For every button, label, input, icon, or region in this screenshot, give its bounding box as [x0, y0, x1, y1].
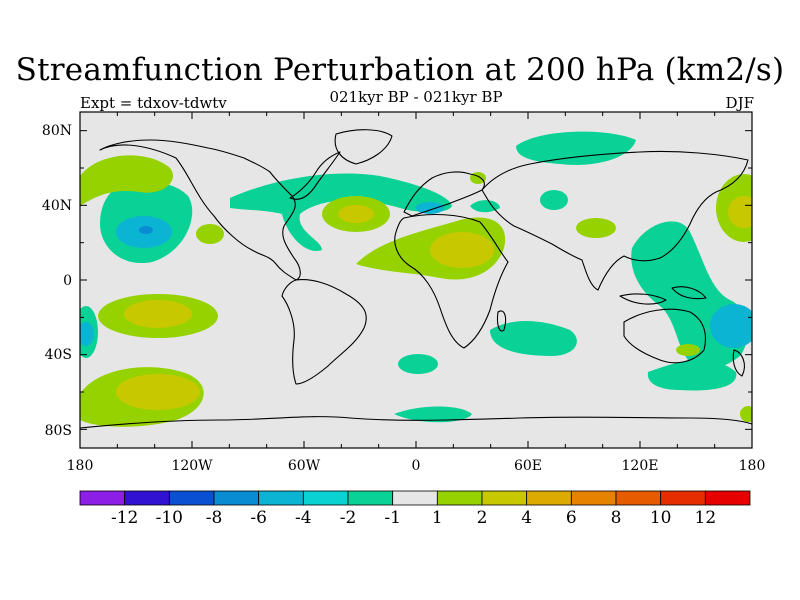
colorbar-swatch	[570, 490, 617, 506]
colorbar-swatch	[436, 490, 483, 506]
colorbar-label: 8	[610, 508, 622, 528]
colorbar-swatch	[258, 490, 304, 506]
coastlines	[80, 129, 752, 429]
colorbar-swatch	[615, 490, 662, 506]
colorbar-swatch	[79, 490, 126, 506]
colorbar-label: -8	[205, 508, 223, 528]
colorbar-label: -2	[339, 508, 357, 528]
lat-label-80n: 80N	[41, 123, 72, 139]
colorbar-label: -1	[384, 508, 401, 528]
lon-label-180w: 180	[66, 458, 94, 474]
lon-label-180e: 180	[738, 458, 766, 474]
colorbar-swatch	[392, 490, 438, 506]
colorbar-label: -4	[295, 508, 312, 528]
colorbar-label: 1	[431, 508, 443, 528]
colorbar-label: -10	[155, 508, 184, 528]
contour-siberia-neg	[516, 131, 636, 165]
coast-africa	[394, 214, 509, 349]
colorbar-swatch	[481, 490, 528, 506]
colorbar-swatch	[660, 490, 706, 506]
contour-west-pacific-core	[710, 304, 752, 348]
colorbar-label: 10	[649, 508, 672, 528]
colorbar-swatch	[526, 490, 572, 506]
coast-antarctica	[80, 416, 752, 429]
figure-subtitle: 021kyr BP - 021kyr BP	[329, 88, 503, 106]
figure-title: Streamfunction Perturbation at 200 hPa (…	[15, 52, 785, 88]
colorbar-swatch	[168, 490, 215, 506]
lon-label-60e: 60E	[513, 458, 543, 474]
contour-asia-pos	[576, 218, 616, 238]
axis-ticks	[79, 112, 753, 448]
contour-indian-ocean-neg	[490, 321, 577, 356]
colorbar-label: 12	[694, 508, 717, 528]
colorbar-swatch	[347, 490, 394, 506]
colorbar-label: 2	[476, 508, 488, 528]
experiment-label: Expt = tdxov-tdwtv	[80, 94, 227, 112]
lon-label-0: 0	[411, 458, 421, 474]
colorbar-swatch	[704, 490, 751, 506]
colorbar-swatch	[124, 490, 170, 506]
lat-label-40n: 40N	[41, 198, 72, 214]
lon-label-120w: 120W	[171, 458, 213, 474]
lat-label-80s: 80S	[44, 423, 72, 439]
coast-south-america	[281, 279, 367, 385]
season-label: DJF	[725, 94, 754, 112]
contour-southern-ocean-neg	[394, 406, 472, 423]
coast-greenland	[334, 129, 393, 165]
colorbar	[79, 490, 751, 506]
lon-label-120e: 120E	[621, 458, 659, 474]
colorbar-label: -12	[110, 508, 139, 528]
coast-asia	[481, 150, 749, 291]
coast-europe	[403, 171, 485, 217]
coast-australia	[623, 308, 707, 364]
colorbar-label: 4	[521, 508, 533, 528]
contour-fills	[80, 131, 752, 427]
colorbar-swatch	[213, 490, 260, 506]
contour-atlantic-arctic	[230, 173, 452, 251]
lon-label-60w: 60W	[287, 458, 321, 474]
lat-label-40s: 40S	[44, 347, 72, 363]
contour-ne-pacific	[80, 155, 174, 206]
lat-label-0: 0	[63, 273, 72, 289]
colorbar-swatch	[302, 490, 349, 506]
colorbar-label: 6	[565, 508, 577, 528]
colorbar-label: -6	[250, 508, 267, 528]
coast-north-america	[99, 139, 301, 281]
